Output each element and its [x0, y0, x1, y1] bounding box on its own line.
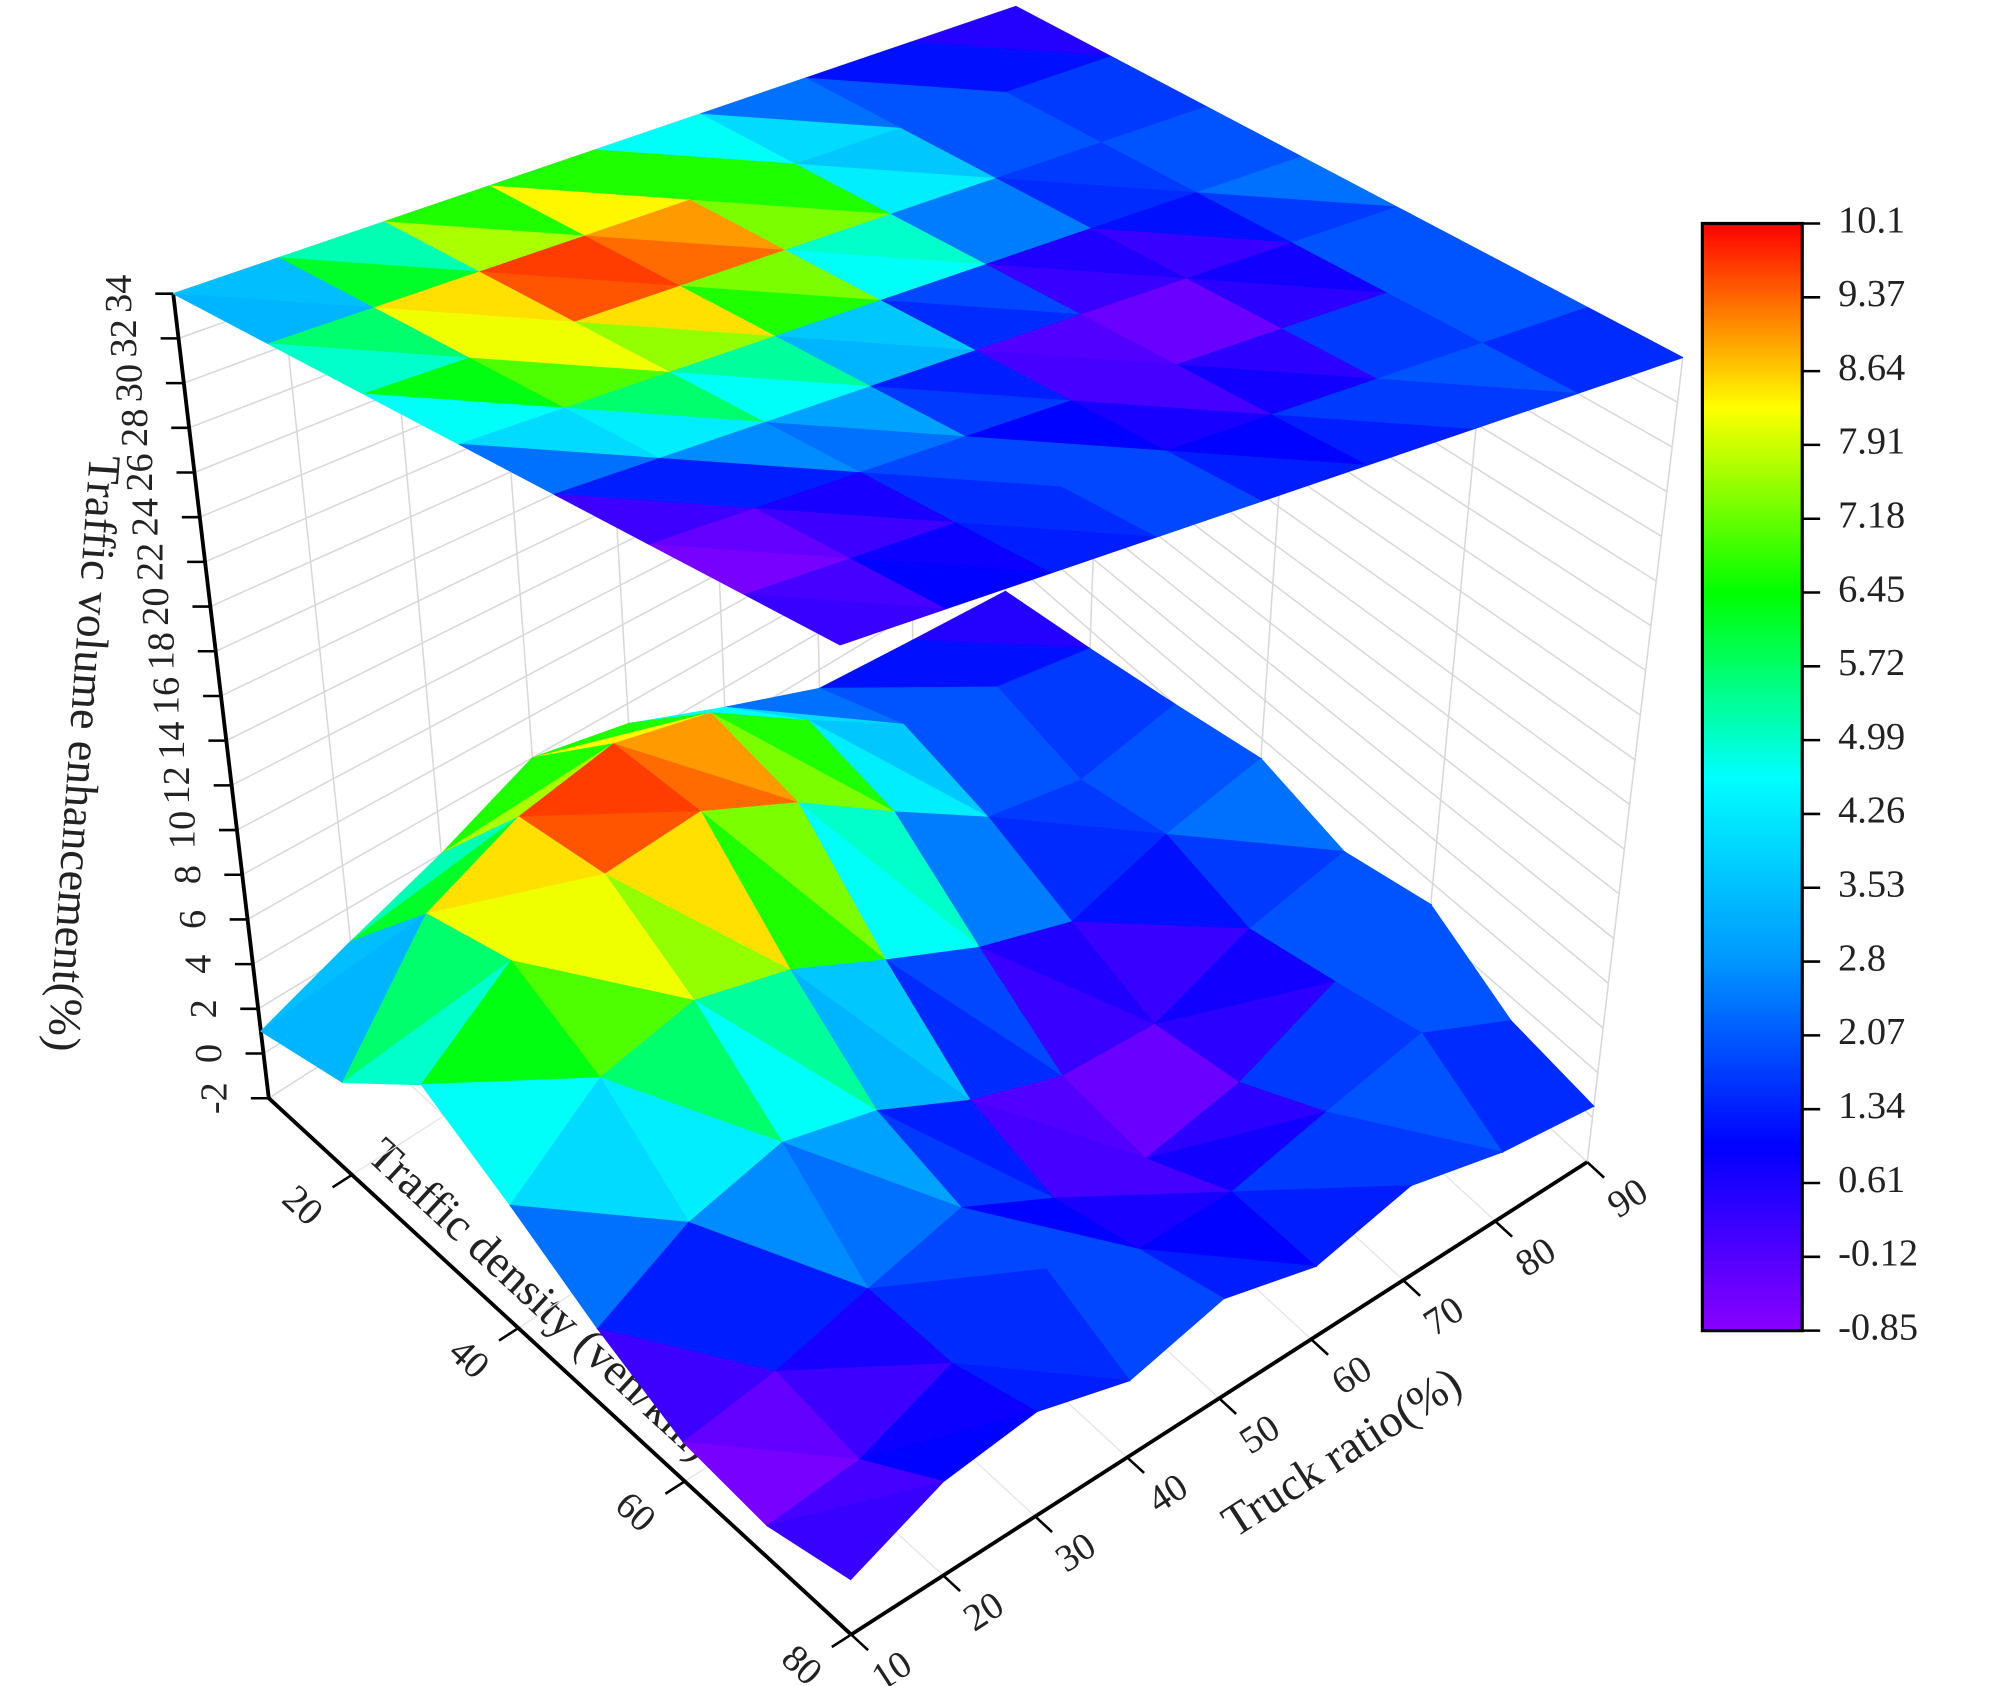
colorbar-tick-label: 4.99 — [1838, 716, 1905, 758]
z-tick-label: 22 — [130, 543, 172, 581]
x-tick-label: 80 — [773, 1637, 830, 1686]
y-tick-label: 10 — [864, 1643, 919, 1686]
grid-line — [1006, 487, 1609, 984]
z-tick-label: 24 — [124, 498, 166, 536]
x-tick — [831, 1633, 852, 1649]
projection-facet — [744, 594, 946, 646]
y-tick — [1402, 1279, 1421, 1297]
y-tick — [1126, 1456, 1145, 1474]
grid-line — [277, 257, 362, 1040]
z-tick-label: 28 — [114, 409, 156, 447]
colorbar-tick-label: -0.12 — [1838, 1233, 1918, 1275]
y-tick — [1310, 1338, 1329, 1356]
colorbar — [1700, 221, 1804, 1333]
colorbar-tick-label: 3.53 — [1838, 864, 1905, 906]
y-tick-label: 70 — [1416, 1288, 1471, 1344]
z-tick-label: 0 — [188, 1044, 230, 1063]
y-tick — [942, 1574, 961, 1593]
y-tick-label: 40 — [1140, 1466, 1195, 1522]
colorbar-tick-label: 2.8 — [1838, 937, 1886, 979]
colorbar-tick-label: 2.07 — [1838, 1011, 1905, 1053]
z-tick-label: -2 — [193, 1082, 235, 1114]
colorbar-tick-label: 4.26 — [1838, 790, 1905, 832]
y-tick — [1494, 1220, 1513, 1238]
y-tick-label: 30 — [1048, 1525, 1103, 1581]
z-tick-label: 20 — [135, 587, 177, 625]
colorbar-tick-label: 8.64 — [1838, 347, 1905, 389]
y-tick — [1586, 1161, 1605, 1179]
z-tick-label: 26 — [119, 453, 161, 491]
x-tick — [664, 1480, 686, 1495]
x-tick — [331, 1173, 353, 1189]
z-tick-label: 12 — [156, 766, 198, 804]
y-tick-label: 80 — [1508, 1229, 1563, 1285]
z-tick-label: 2 — [183, 999, 225, 1018]
z-tick-label: 6 — [172, 910, 214, 929]
x-tick-label: 60 — [607, 1484, 664, 1541]
y-tick-label: 60 — [1324, 1348, 1379, 1404]
z-tick-label: 16 — [146, 677, 188, 715]
y-tick — [850, 1633, 869, 1652]
colorbar-tick-label: 1.34 — [1838, 1085, 1905, 1127]
colorbar-tick-label: 0.61 — [1838, 1159, 1905, 1201]
x-tick — [498, 1327, 520, 1342]
y-tick-label: 20 — [956, 1584, 1011, 1640]
x-axis — [267, 1096, 853, 1636]
colorbar-tick-label: 10.1 — [1838, 199, 1905, 241]
colorbar-tick-label: 7.91 — [1838, 421, 1905, 463]
x-tick-label: 40 — [441, 1331, 498, 1388]
surface-facet — [765, 1480, 945, 1581]
colorbar-tick-label: 7.18 — [1838, 495, 1905, 537]
colorbar-tick-label: -0.85 — [1838, 1306, 1918, 1348]
z-tick-label: 34 — [98, 275, 140, 313]
z-tick-label: 30 — [108, 364, 150, 402]
z-axis-title: Traffic volume enhancement(%) — [38, 454, 131, 1053]
y-tick-label: 90 — [1600, 1170, 1655, 1226]
plot: Traffic density (veh/km) Truck ratio(%) … — [38, 5, 1918, 1686]
colorbar-tick-label: 6.45 — [1838, 568, 1905, 610]
y-tick-label: 50 — [1232, 1407, 1287, 1463]
z-tick-label: 10 — [162, 811, 204, 849]
z-tick-label: 8 — [167, 865, 209, 884]
colorbar-tick-label: 9.37 — [1838, 273, 1905, 315]
grid-line — [1586, 357, 1684, 1163]
z-tick-label: 4 — [177, 955, 219, 974]
z-tick-label: 14 — [151, 722, 193, 760]
z-tick-label: 18 — [140, 632, 182, 670]
x-tick-label: 20 — [274, 1177, 331, 1234]
grid-line — [1006, 521, 1604, 1029]
colorbar-tick-label: 5.72 — [1838, 642, 1905, 684]
y-tick — [1218, 1397, 1237, 1415]
z-tick-label: 32 — [103, 319, 145, 357]
y-tick — [1034, 1515, 1053, 1533]
